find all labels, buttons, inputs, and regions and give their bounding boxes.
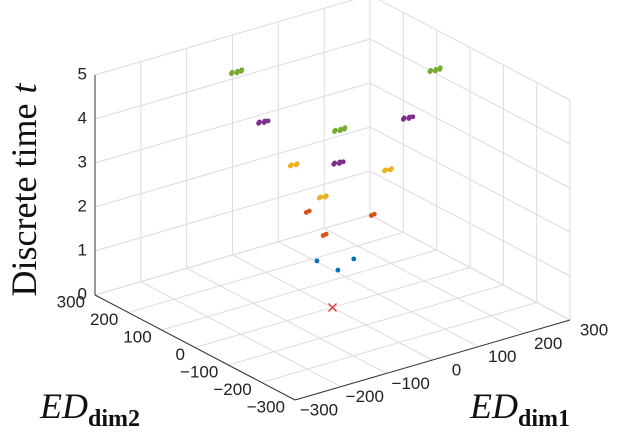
y-tick-label: −100 [180, 362, 218, 381]
point [383, 167, 389, 173]
back-wall-grid-line [94, 214, 371, 296]
x-tick-label: −300 [300, 400, 338, 419]
point [328, 303, 337, 312]
point [437, 65, 443, 71]
point [342, 125, 348, 131]
point [338, 126, 344, 132]
point [257, 119, 262, 125]
floor-grid-line [261, 302, 537, 383]
x-label-subscript: dim1 [518, 406, 570, 432]
y-tick-label: −200 [213, 380, 251, 399]
floor-grid-line [128, 232, 404, 313]
point [410, 114, 416, 120]
point [229, 69, 235, 75]
z-label-variable: t [4, 83, 44, 94]
z-axis-label: Discrete time t [4, 83, 44, 297]
x-tick-label: −200 [346, 387, 384, 406]
point [333, 127, 338, 133]
y-tick-label: 300 [57, 292, 85, 311]
point [389, 166, 394, 172]
side-wall-grid-line [369, 126, 571, 233]
back-wall-grid-line [94, 0, 355, 76]
y-axis-label: EDdim2 [39, 386, 140, 432]
axis-edge [294, 319, 571, 401]
y-tick-label: 200 [90, 310, 118, 329]
side-wall-grid-line [378, 0, 571, 101]
point [323, 193, 329, 199]
x-tick-label: 300 [580, 320, 608, 339]
point [265, 118, 271, 124]
point [335, 267, 341, 273]
point [323, 231, 329, 237]
z-tick-label: 1 [78, 240, 87, 259]
y-tick-label: 100 [123, 327, 151, 346]
x-axis-label: EDdim1 [469, 386, 570, 432]
x-tick-label: 100 [488, 347, 516, 366]
point [371, 211, 377, 217]
point [340, 159, 346, 165]
point [428, 67, 434, 73]
y-label-subscript: dim2 [88, 406, 140, 432]
x-tick-label: 0 [452, 360, 461, 379]
y-tick-label: 0 [176, 345, 185, 364]
y-tick-label: −300 [247, 397, 285, 416]
x-label-text: ED [469, 386, 518, 426]
z-tick-label: 2 [78, 196, 87, 215]
point [289, 162, 294, 168]
point [433, 66, 439, 72]
back-wall-grid-line [94, 126, 371, 208]
floor-grid-line [161, 249, 437, 331]
grid-layer [94, 0, 571, 401]
point [294, 161, 300, 167]
z-tick-label: 0 [78, 284, 87, 303]
side-wall-grid-line [369, 214, 571, 321]
x-tick-label: 200 [534, 334, 562, 353]
point [351, 256, 357, 262]
floor-grid-line [228, 284, 504, 366]
back-wall-grid-line [94, 82, 371, 164]
point [306, 208, 312, 214]
z-tick-label: 3 [78, 152, 87, 171]
side-wall-grid-line [369, 38, 571, 145]
z-tick-label: 5 [78, 64, 87, 83]
y-label-text: ED [39, 386, 88, 426]
mark-layer: −300−200−1000100200300−300−200−100010020… [57, 64, 609, 419]
side-wall-grid-line [369, 170, 571, 277]
point [314, 258, 320, 264]
x-tick-label: −100 [392, 374, 430, 393]
z-label-text: Discrete time [4, 104, 44, 297]
point [239, 67, 245, 73]
back-wall-grid-line [94, 38, 371, 120]
point [401, 115, 407, 121]
back-wall-grid-line [94, 170, 371, 252]
axis-edge [94, 294, 296, 401]
side-wall-grid-line [369, 82, 571, 189]
point [318, 194, 323, 200]
point [235, 68, 240, 74]
z-tick-label: 4 [78, 108, 87, 127]
point [332, 160, 338, 166]
